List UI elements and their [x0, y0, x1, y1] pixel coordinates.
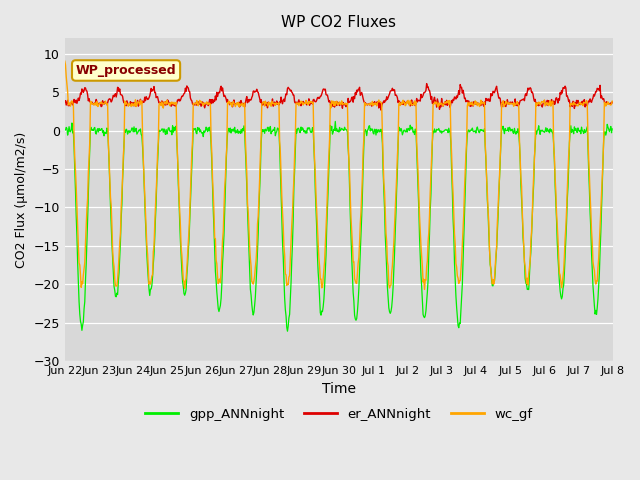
gpp_ANNnight — [253, 266, 260, 272]
Y-axis label: CO2 Flux (μmol/m2/s): CO2 Flux (μmol/m2/s) — [15, 132, 28, 268]
er_ANNnight — [125, 102, 133, 108]
er_ANNnight — [423, 81, 431, 86]
wc_gf — [426, 190, 434, 195]
wc_gf — [420, 287, 428, 292]
gpp_ANNnight — [274, 125, 282, 131]
gpp_ANNnight — [125, 128, 133, 133]
X-axis label: Time: Time — [322, 382, 356, 396]
wc_gf — [61, 59, 68, 64]
er_ANNnight — [61, 99, 68, 105]
gpp_ANNnight — [396, 128, 404, 134]
wc_gf — [395, 102, 403, 108]
er_ANNnight — [427, 96, 435, 102]
er_ANNnight — [609, 99, 616, 105]
er_ANNnight — [377, 107, 385, 113]
er_ANNnight — [274, 101, 282, 107]
Line: wc_gf: wc_gf — [65, 61, 612, 289]
er_ANNnight — [396, 100, 403, 106]
gpp_ANNnight — [427, 191, 435, 197]
Title: WP CO2 Fluxes: WP CO2 Fluxes — [282, 15, 396, 30]
gpp_ANNnight — [609, 126, 616, 132]
wc_gf — [609, 98, 616, 104]
Legend: gpp_ANNnight, er_ANNnight, wc_gf: gpp_ANNnight, er_ANNnight, wc_gf — [140, 402, 538, 426]
gpp_ANNnight — [332, 119, 339, 124]
Line: er_ANNnight: er_ANNnight — [65, 84, 612, 110]
wc_gf — [125, 100, 133, 106]
Text: WP_processed: WP_processed — [76, 64, 177, 77]
wc_gf — [226, 99, 234, 105]
gpp_ANNnight — [226, 129, 234, 135]
er_ANNnight — [253, 86, 260, 92]
Line: gpp_ANNnight: gpp_ANNnight — [65, 121, 612, 331]
gpp_ANNnight — [61, 127, 68, 133]
gpp_ANNnight — [284, 328, 291, 334]
wc_gf — [253, 246, 260, 252]
wc_gf — [274, 101, 282, 107]
er_ANNnight — [226, 102, 234, 108]
